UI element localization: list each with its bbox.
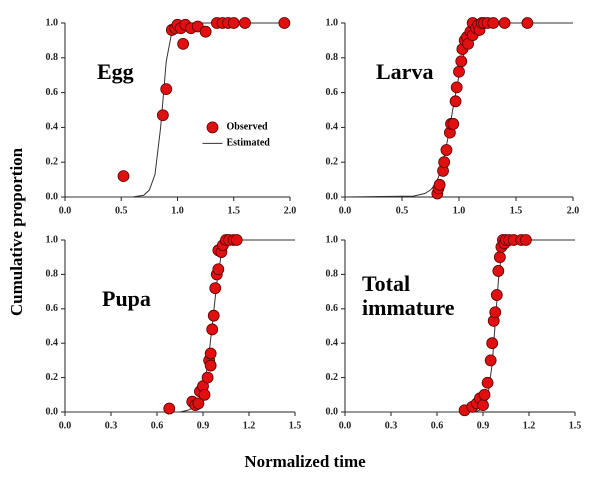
observed-point (204, 347, 217, 360)
x-tick-label: 0.0 (339, 205, 352, 216)
x-tick-label: 0.5 (396, 205, 409, 216)
x-tick-label: 0.0 (59, 205, 72, 216)
observed-point (490, 289, 503, 301)
observed-point (192, 397, 205, 410)
x-tick-label: 1.2 (523, 420, 536, 431)
y-tick-label: 0.2 (46, 156, 59, 167)
y-tick-label: 0.4 (46, 337, 59, 348)
y-tick-label: 1.0 (326, 17, 339, 28)
x-tick-label: 1.5 (289, 420, 302, 431)
observed-point (481, 376, 494, 389)
observed-point (177, 37, 190, 50)
observed-point (209, 282, 222, 295)
observed-point (198, 388, 211, 401)
observed-point (227, 17, 240, 29)
x-tick-label: 2.0 (567, 205, 580, 216)
observed-point (493, 251, 506, 264)
legend-label: Observed (227, 122, 269, 133)
observed-point (201, 371, 214, 384)
observed-point (492, 265, 505, 277)
observed-point (484, 354, 497, 367)
observed-point (207, 309, 220, 322)
observed-point (438, 156, 451, 169)
x-tick-label: 1.5 (569, 420, 582, 431)
estimated-line (65, 239, 295, 413)
y-tick-label: 0.6 (326, 303, 339, 314)
x-tick-label: 1.0 (171, 205, 184, 216)
observed-point (160, 83, 173, 96)
x-axis-title: Normalized time (244, 452, 366, 471)
y-tick-label: 0.6 (46, 87, 59, 98)
observed-point (199, 25, 212, 38)
observed-point (498, 17, 511, 29)
x-tick-label: 0.5 (115, 205, 128, 216)
observed-point (449, 95, 462, 108)
y-tick-label: 0.0 (326, 191, 339, 202)
y-tick-label: 0.2 (326, 156, 339, 167)
y-tick-label: 0.4 (46, 122, 59, 133)
observed-point (206, 323, 219, 336)
x-tick-label: 0.0 (59, 420, 72, 431)
y-tick-label: 0.4 (326, 337, 339, 348)
observed-point (239, 17, 251, 29)
legend-label: Estimated (227, 138, 271, 149)
estimated-line (345, 239, 575, 413)
x-tick-label: 0.9 (197, 420, 210, 431)
y-tick-label: 1.0 (326, 234, 339, 245)
observed-point (521, 17, 534, 29)
x-tick-label: 0.9 (477, 420, 490, 431)
x-tick-label: 1.5 (228, 205, 241, 216)
observed-point (455, 55, 468, 68)
y-tick-label: 0.8 (326, 269, 339, 280)
y-axis-title: Cumulative proportion (7, 147, 26, 316)
y-tick-label: 0.4 (326, 122, 339, 133)
x-tick-label: 0.3 (385, 420, 398, 431)
y-tick-label: 1.0 (46, 234, 59, 245)
observed-point (117, 170, 130, 183)
panel-label: Pupa (102, 286, 151, 311)
y-tick-label: 0.6 (326, 87, 339, 98)
y-tick-label: 0.8 (46, 269, 59, 280)
estimated-line (65, 22, 290, 198)
y-tick-label: 0.0 (46, 406, 59, 417)
x-tick-label: 1.5 (510, 205, 523, 216)
observed-point (478, 388, 491, 401)
observed-point (486, 337, 499, 350)
y-tick-label: 0.0 (326, 406, 339, 417)
x-tick-label: 1.0 (453, 205, 466, 216)
y-tick-label: 1.0 (46, 17, 59, 28)
panel-label: Larva (376, 59, 434, 84)
y-tick-label: 0.8 (46, 52, 59, 63)
observed-point (163, 402, 176, 415)
observed-point (156, 109, 169, 122)
x-tick-label: 0.0 (339, 420, 352, 431)
panel-label: Egg (97, 59, 134, 84)
observed-point (212, 263, 225, 276)
observed-point (477, 399, 489, 412)
x-tick-label: 2.0 (284, 205, 297, 216)
observed-point (447, 118, 460, 130)
y-tick-label: 0.6 (46, 303, 59, 314)
observed-point (278, 17, 291, 29)
legend-marker (206, 121, 219, 134)
observed-point (440, 144, 453, 156)
y-tick-label: 0.2 (326, 372, 339, 383)
observed-point (450, 81, 463, 94)
panel-label: Total immature (362, 271, 455, 320)
observed-point (230, 234, 243, 246)
x-tick-label: 0.3 (105, 420, 118, 431)
x-tick-label: 0.6 (431, 420, 444, 431)
observed-point (204, 359, 217, 372)
y-tick-label: 0.0 (46, 191, 59, 202)
observed-point (433, 178, 446, 191)
observed-point (489, 306, 502, 319)
x-tick-label: 1.2 (243, 420, 256, 431)
x-tick-label: 0.6 (151, 420, 164, 431)
y-tick-label: 0.2 (46, 372, 59, 383)
observed-point (520, 234, 532, 246)
y-tick-label: 0.8 (326, 52, 339, 63)
observed-point (487, 17, 500, 29)
